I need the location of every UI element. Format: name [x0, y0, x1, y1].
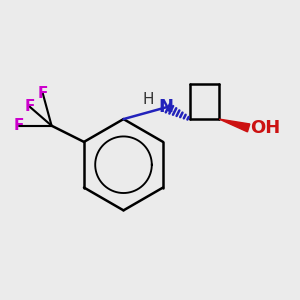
Text: N: N — [159, 98, 174, 116]
Text: F: F — [24, 99, 35, 114]
Text: OH: OH — [250, 119, 281, 137]
Polygon shape — [219, 119, 250, 132]
Text: H: H — [142, 92, 154, 106]
Text: F: F — [38, 86, 48, 101]
Text: F: F — [14, 118, 24, 133]
